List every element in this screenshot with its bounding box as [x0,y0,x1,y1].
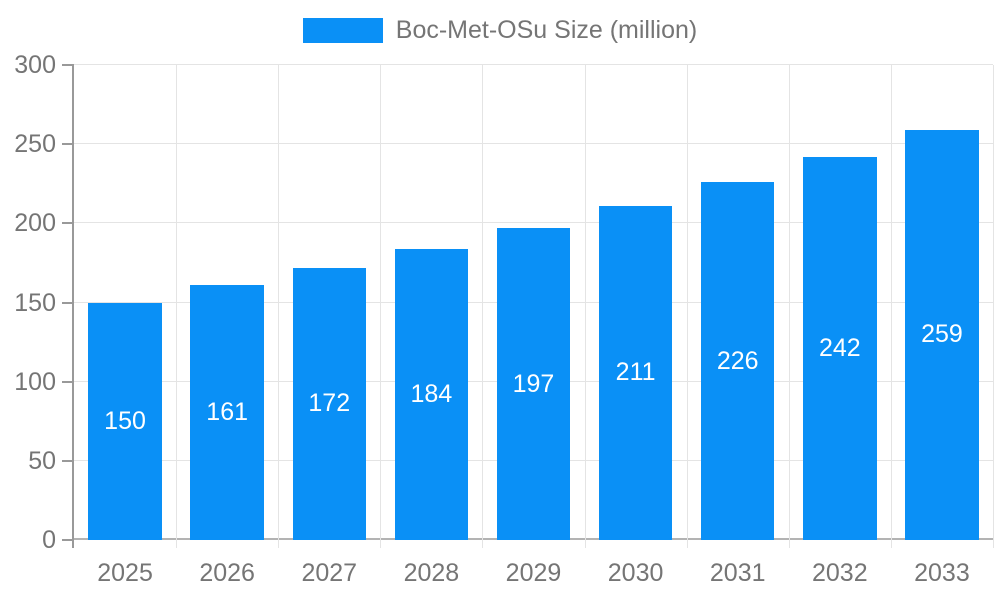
legend-swatch [302,18,383,43]
v-gridline [686,65,688,548]
x-tick-label: 2027 [301,559,358,587]
x-tick-label: 2028 [403,559,460,587]
v-gridline [993,65,994,548]
x-tick-label: 2029 [505,559,562,587]
y-tick [62,222,74,225]
v-gridline [176,65,178,548]
x-tick-label: 2026 [199,559,255,587]
y-tick-label: 150 [14,288,56,317]
bar: 150 [88,302,162,540]
bar-value-label: 242 [818,333,861,362]
bar: 259 [905,129,979,540]
bar-value-label: 150 [104,406,146,435]
x-tick-label: 2032 [812,559,868,587]
bar-value-label: 172 [308,389,351,418]
y-tick [62,143,74,146]
bar: 211 [598,205,673,540]
y-tick [62,380,74,383]
bar: 161 [190,285,264,540]
x-tick-label: 2033 [914,559,970,587]
v-gridline [278,65,280,548]
y-tick-label: 0 [42,526,56,554]
bar: 184 [394,248,469,540]
x-tick-label: 2031 [709,559,766,587]
bar: 242 [803,156,877,540]
v-gridline [482,65,484,548]
y-tick [62,301,74,304]
v-gridline [584,65,586,548]
x-tick-label: 2030 [607,559,664,587]
y-tick-label: 100 [14,367,56,396]
v-gridline [788,65,790,548]
y-tick [62,64,74,66]
y-tick-label: 200 [14,209,56,238]
x-tick-label: 2025 [97,559,153,587]
legend: Boc-Met-OSu Size (million) [0,16,1000,45]
h-gridline [74,143,993,145]
bar: 172 [292,267,367,540]
v-gridline [890,65,892,548]
bar: 226 [700,182,775,540]
legend-label: Boc-Met-OSu Size (million) [395,16,698,44]
y-tick-label: 50 [28,446,56,475]
y-tick [62,459,74,462]
bar-value-label: 197 [512,369,555,398]
h-gridline [74,64,993,65]
h-gridline [74,222,993,224]
plot-area: 150 161 172 184 197 211 226 242 259 [72,64,994,548]
bar-value-label: 226 [716,346,759,375]
bar-value-label: 259 [921,320,963,349]
bar: 197 [496,228,571,540]
y-tick-label: 300 [14,51,56,79]
bar-value-label: 184 [410,379,453,408]
y-axis-line [72,65,74,548]
y-tick [62,539,74,541]
bar-value-label: 161 [206,398,249,427]
bar-value-label: 211 [615,358,656,387]
v-gridline [380,65,382,548]
y-tick-label: 250 [14,130,56,159]
